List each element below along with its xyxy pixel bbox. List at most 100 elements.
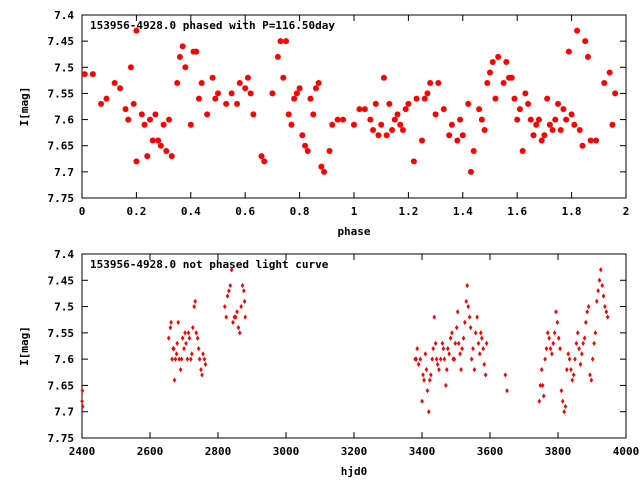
y-tick-label: 7.75 — [48, 192, 75, 205]
data-point — [195, 95, 202, 102]
data-point — [437, 367, 441, 373]
data-point — [383, 132, 390, 139]
data-point — [592, 340, 596, 346]
data-point — [519, 147, 526, 154]
data-point — [478, 351, 482, 357]
data-point — [424, 367, 429, 373]
data-point — [215, 90, 221, 97]
data-point — [604, 309, 609, 315]
x-axis-label: hjd0 — [341, 465, 368, 478]
data-point — [554, 309, 558, 315]
data-point — [80, 398, 84, 404]
data-point — [503, 372, 508, 378]
x-tick-label: 3800 — [545, 445, 572, 458]
data-point — [195, 335, 200, 341]
data-point — [566, 351, 570, 357]
data-point — [549, 127, 556, 134]
unphased-light-curve-panel: 2400 2600 2800 3000 3200 3400 3600 3800 4000 7.4 7… — [18, 248, 639, 478]
data-point — [453, 340, 458, 346]
plot-frame — [81, 14, 627, 199]
data-point — [452, 356, 457, 362]
data-point — [163, 147, 170, 154]
data-point — [191, 325, 195, 331]
data-point — [503, 59, 510, 66]
data-point — [565, 48, 572, 55]
data-point — [184, 340, 188, 346]
data-point — [516, 106, 523, 113]
data-point — [288, 121, 295, 128]
data-point — [432, 314, 437, 320]
data-point — [321, 168, 328, 175]
data-point — [227, 288, 231, 294]
data-point — [183, 330, 187, 336]
y-tick-label: 7.5 — [54, 301, 74, 314]
data-point — [476, 340, 481, 346]
y-tick-label: 7.55 — [48, 87, 75, 100]
data-point — [269, 90, 276, 97]
data-point — [560, 106, 567, 113]
data-point — [446, 346, 450, 352]
data-point — [236, 325, 241, 331]
data-point — [402, 106, 409, 113]
data-point — [538, 137, 545, 144]
y-tick-label: 7.55 — [48, 327, 75, 340]
data-point — [243, 314, 247, 320]
data-point — [575, 330, 580, 336]
data-point — [483, 372, 488, 378]
data-point — [190, 351, 194, 357]
data-point — [138, 111, 145, 118]
data-point — [576, 127, 583, 134]
data-point — [484, 79, 491, 86]
data-point — [539, 367, 544, 373]
data-point — [458, 351, 462, 357]
data-point — [441, 346, 446, 352]
data-point — [578, 361, 583, 367]
data-point — [133, 27, 140, 34]
data-point — [556, 335, 561, 341]
data-point — [236, 79, 243, 86]
data-point — [440, 340, 445, 346]
data-point — [527, 116, 534, 123]
data-point — [274, 53, 281, 60]
data-point — [389, 127, 396, 134]
data-point — [440, 106, 447, 113]
data-point — [429, 372, 433, 378]
data-point — [223, 100, 230, 107]
data-point — [172, 346, 176, 352]
data-point — [223, 303, 227, 310]
data-point — [484, 340, 489, 346]
data-point — [597, 277, 602, 283]
data-point — [461, 335, 466, 341]
data-point — [565, 367, 569, 373]
data-point — [569, 367, 573, 373]
data-point — [182, 346, 186, 352]
data-point — [435, 79, 442, 86]
data-point — [463, 319, 467, 325]
data-point — [555, 100, 561, 107]
y-tick-label: 7.75 — [48, 432, 75, 445]
plot-frame — [81, 253, 627, 439]
x-tick-label: 4000 — [613, 445, 640, 458]
x-tick-label: 0.6 — [235, 205, 255, 218]
y-tick-label: 7.5 — [54, 61, 74, 74]
x-tick-label: 3400 — [409, 445, 436, 458]
data-point — [551, 340, 556, 346]
data-point — [244, 74, 251, 81]
data-point — [185, 356, 190, 362]
data-point — [420, 398, 424, 404]
x-tick-label: 0 — [79, 205, 86, 218]
data-point — [228, 90, 235, 97]
data-point — [418, 356, 423, 362]
data-point — [605, 314, 610, 320]
data-point — [541, 393, 546, 399]
data-point — [326, 147, 333, 154]
x-axis-label: phase — [337, 225, 370, 238]
data-point — [80, 403, 85, 410]
data-point — [538, 382, 543, 389]
data-point — [562, 409, 566, 415]
data-point — [405, 100, 412, 107]
data-point — [588, 372, 592, 378]
data-point — [378, 121, 385, 128]
data-point — [200, 372, 204, 378]
data-point — [590, 356, 595, 362]
